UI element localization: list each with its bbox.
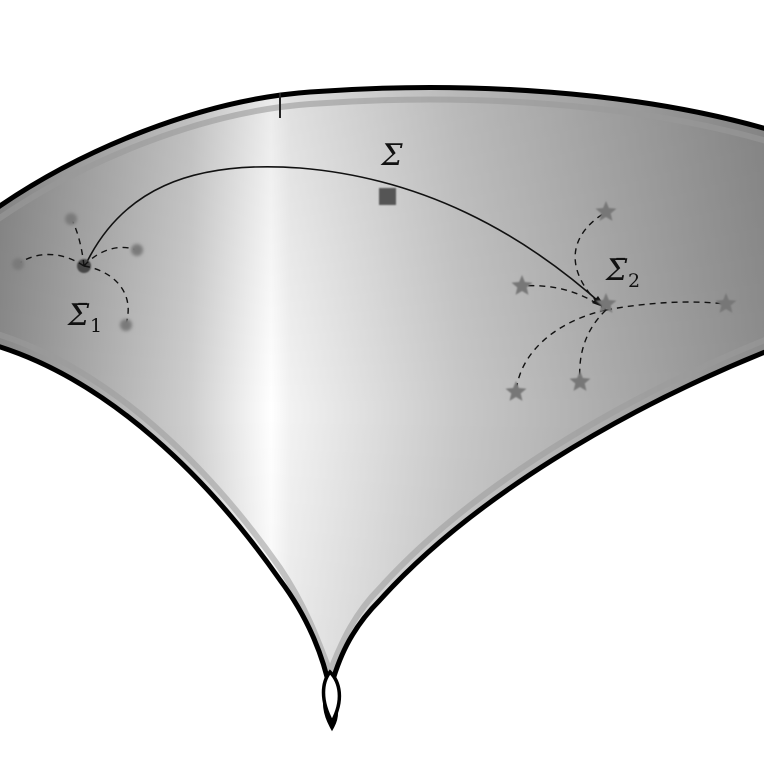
cusp-loop (321, 669, 342, 726)
sigma-label: Σ (380, 138, 403, 173)
sigma2-star (511, 275, 533, 295)
sigma2-cluster (505, 201, 737, 401)
connecting-path (83, 165, 607, 309)
sigma2-label-subscript: 2 (628, 270, 640, 292)
sigma1-dot (12, 258, 24, 270)
sigma2-dashed-path (605, 301, 727, 311)
sigma1-label-subscript: 1 (90, 315, 102, 337)
sigma1-label-symbol: Σ̄ (67, 298, 90, 333)
surface-bottom-edge (0, 344, 764, 732)
surface-rim (0, 96, 764, 222)
sigma2-dashed-path (521, 284, 607, 311)
sigma-marker (379, 188, 396, 205)
sigma2-label-symbol: Σ̄ (605, 253, 628, 288)
surface-shade (0, 87, 764, 690)
sigma1-dot (120, 319, 132, 331)
sigma2-star (569, 371, 591, 391)
surface-top-edge (0, 85, 764, 209)
sigma2-star (715, 293, 737, 313)
sigma1-dashed-path (83, 246, 137, 267)
sigma1-dot (65, 213, 77, 225)
sigma2-star (505, 381, 527, 401)
sigma-label-text: Σ (380, 138, 403, 173)
sigma2-dashed-path (515, 309, 607, 393)
sigma2-dashed-path (574, 211, 607, 311)
sigma1-label: Σ̄ 1 (67, 298, 102, 337)
sigma2-label: Σ̄ 2 (605, 253, 640, 292)
sigma2-star (595, 201, 617, 221)
sigma1-cluster (12, 213, 143, 331)
sigma2-star (595, 293, 617, 313)
sigma1-dashed-path (17, 253, 85, 267)
surface (0, 85, 764, 732)
sigma1-dot (131, 244, 143, 256)
